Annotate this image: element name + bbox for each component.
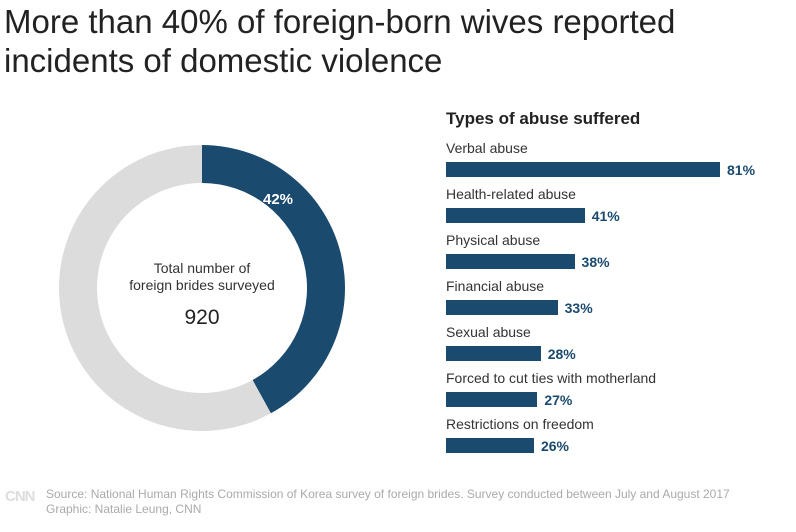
bar-category-label: Restrictions on freedom <box>446 416 594 432</box>
donut-slice-label: 42% <box>263 191 293 208</box>
source-note: Source: National Human Rights Commission… <box>46 487 730 501</box>
bar <box>446 346 541 361</box>
bar-category-label: Verbal abuse <box>446 140 528 156</box>
cnn-logo: CNN <box>5 488 35 505</box>
bar-value-label: 26% <box>540 438 569 454</box>
donut-slice <box>59 145 271 431</box>
bar-category-label: Sexual abuse <box>446 324 531 340</box>
bar-category-label: Financial abuse <box>446 278 545 294</box>
bar <box>446 254 575 269</box>
bar-value-label: 27% <box>544 392 573 408</box>
bar-category-label: Forced to cut ties with motherland <box>446 370 657 386</box>
bar-value-label: 41% <box>591 208 620 224</box>
bar-value-label: 28% <box>547 346 576 362</box>
bar-value-label: 81% <box>727 162 756 178</box>
bar-category-label: Physical abuse <box>446 232 541 248</box>
bar <box>446 208 585 223</box>
donut-center-label-1: Total number of <box>154 260 251 276</box>
bar <box>446 162 720 177</box>
bar <box>446 392 538 407</box>
donut-chart: 42% Total number of foreign brides surve… <box>59 145 346 431</box>
chart-title: More than 40% of foreign-born wives repo… <box>4 3 676 79</box>
bar-chart-title: Types of abuse suffered <box>446 109 641 128</box>
bar-category-label: Health-related abuse <box>446 186 576 202</box>
credit-note: Graphic: Natalie Leung, CNN <box>46 502 202 516</box>
donut-center-value: 920 <box>184 306 219 329</box>
bar <box>446 300 558 315</box>
bar-value-label: 33% <box>564 300 593 316</box>
bar-value-label: 38% <box>581 254 610 270</box>
donut-slice <box>202 145 346 414</box>
donut-center-label-2: foreign brides surveyed <box>129 277 275 293</box>
bar <box>446 438 534 453</box>
